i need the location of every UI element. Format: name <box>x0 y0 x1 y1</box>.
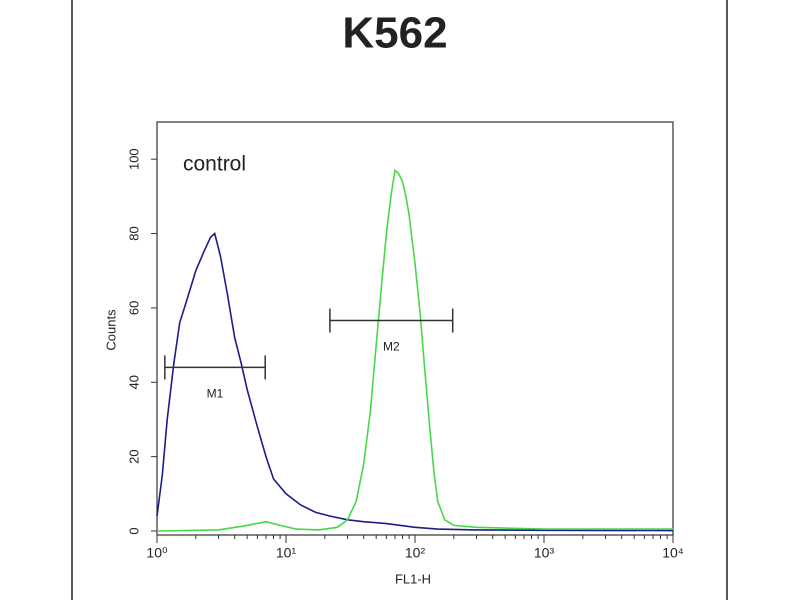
x-tick-label: 10² <box>405 545 426 561</box>
y-tick-label: 80 <box>126 226 141 240</box>
y-tick-label: 0 <box>126 527 141 534</box>
y-tick-label: 20 <box>126 449 141 463</box>
gate-label: M2 <box>383 340 400 354</box>
y-tick-label: 60 <box>126 301 141 315</box>
plot-frame <box>156 121 674 536</box>
y-tick-label: 100 <box>126 148 141 170</box>
chart-title: K562 <box>342 9 447 58</box>
y-tick-label: 40 <box>126 375 141 389</box>
x-tick-label: 10³ <box>534 545 555 561</box>
y-axis-label: Counts <box>103 309 118 351</box>
x-axis-label: FL1-H <box>395 571 431 586</box>
histogram-line <box>156 232 674 532</box>
gate-label: M1 <box>207 387 224 401</box>
x-tick-label: 10⁰ <box>146 545 168 561</box>
histogram-line <box>156 168 673 532</box>
x-tick-label: 10⁴ <box>662 545 684 561</box>
annotation: control <box>183 153 246 176</box>
x-tick-label: 10¹ <box>276 545 297 561</box>
